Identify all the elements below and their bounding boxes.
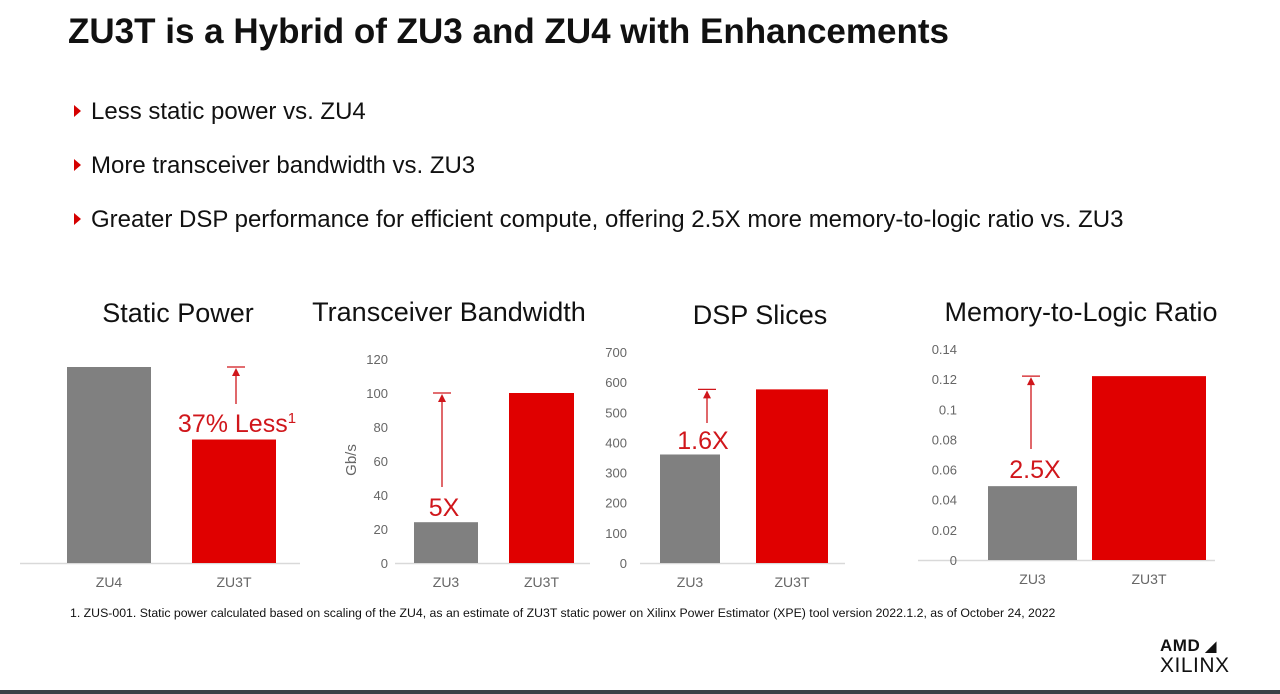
data-annotation: 37% Less1 — [178, 410, 296, 438]
y-tick-label: 0.08 — [932, 432, 957, 447]
y-tick-label: 80 — [374, 420, 388, 435]
bar-zu3t — [509, 393, 574, 563]
data-annotation: 2.5X — [1009, 456, 1061, 484]
y-tick-label: 300 — [605, 466, 627, 481]
y-tick-label: 0.14 — [932, 342, 957, 357]
y-tick-label: 0.06 — [932, 463, 957, 478]
y-axis-label: Gb/s — [343, 444, 360, 476]
chart-title-transceiver-bandwidth: Transceiver Bandwidth — [312, 297, 586, 327]
x-tick-label: ZU3 — [1019, 571, 1046, 587]
bar-zu3t — [756, 389, 828, 563]
bullet-item: Less static power vs. ZU4 — [74, 98, 366, 126]
bottom-bar — [0, 690, 1280, 694]
y-tick-label: 600 — [605, 375, 627, 390]
bullet-item: Greater DSP performance for efficient co… — [74, 206, 1123, 234]
y-tick-label: 0 — [950, 553, 957, 568]
data-annotation: 5X — [429, 494, 460, 522]
footnote: 1. ZUS-001. Static power calculated base… — [70, 606, 1056, 620]
bar-zu3t — [1092, 376, 1206, 560]
data-annotation: 1.6X — [677, 427, 729, 455]
y-tick-label: 200 — [605, 496, 627, 511]
y-tick-label: 0.04 — [932, 493, 957, 508]
logo-amd: AMD ◢ — [1160, 636, 1217, 655]
y-tick-label: 500 — [605, 405, 627, 420]
chart-title-static-power: Static Power — [102, 298, 254, 328]
bullet-triangle-icon — [74, 105, 81, 117]
bullet-triangle-icon — [74, 213, 81, 225]
y-tick-label: 0.12 — [932, 372, 957, 387]
chart-title-memory-to-logic-ratio: Memory-to-Logic Ratio — [944, 297, 1218, 327]
arrow-head-icon — [438, 394, 446, 402]
y-tick-label: 0 — [620, 556, 627, 571]
x-tick-label: ZU3T — [524, 574, 559, 590]
logo-xilinx: XILINX — [1160, 654, 1230, 677]
y-tick-label: 120 — [366, 352, 388, 367]
x-tick-label: ZU3T — [217, 574, 252, 590]
bullet-triangle-icon — [74, 159, 81, 171]
y-tick-label: 0.1 — [939, 402, 957, 417]
bar-zu4 — [67, 367, 151, 563]
y-tick-label: 0.02 — [932, 523, 957, 538]
bar-zu3 — [414, 522, 478, 563]
slide-title: ZU3T is a Hybrid of ZU3 and ZU4 with Enh… — [68, 12, 949, 51]
bullet-item: More transceiver bandwidth vs. ZU3 — [74, 152, 475, 180]
y-tick-label: 60 — [374, 454, 388, 469]
chart-title-dsp-slices: DSP Slices — [692, 300, 828, 330]
x-tick-label: ZU3T — [1132, 571, 1167, 587]
y-tick-label: 100 — [605, 526, 627, 541]
x-tick-label: ZU3T — [775, 574, 810, 590]
bar-zu3 — [988, 486, 1077, 560]
y-tick-label: 400 — [605, 435, 627, 450]
arrow-head-icon — [703, 390, 711, 399]
bullet-text: Greater DSP performance for efficient co… — [91, 206, 1124, 233]
arrow-head-icon — [1027, 377, 1035, 386]
y-tick-label: 0 — [381, 556, 388, 571]
bullet-text: More transceiver bandwidth vs. ZU3 — [91, 152, 476, 179]
x-tick-label: ZU3 — [433, 574, 460, 590]
y-tick-label: 40 — [374, 488, 388, 503]
bar-zu3t — [192, 439, 276, 563]
y-tick-label: 100 — [366, 386, 388, 401]
x-tick-label: ZU4 — [96, 574, 123, 590]
bar-zu3 — [660, 454, 720, 563]
x-tick-label: ZU3 — [677, 574, 704, 590]
y-tick-label: 20 — [374, 522, 388, 537]
arrow-head-icon — [232, 368, 240, 376]
bullet-text: Less static power vs. ZU4 — [91, 98, 366, 125]
amd-xilinx-logo: AMD ◢ XILINX — [1160, 636, 1230, 678]
y-tick-label: 700 — [605, 345, 627, 360]
